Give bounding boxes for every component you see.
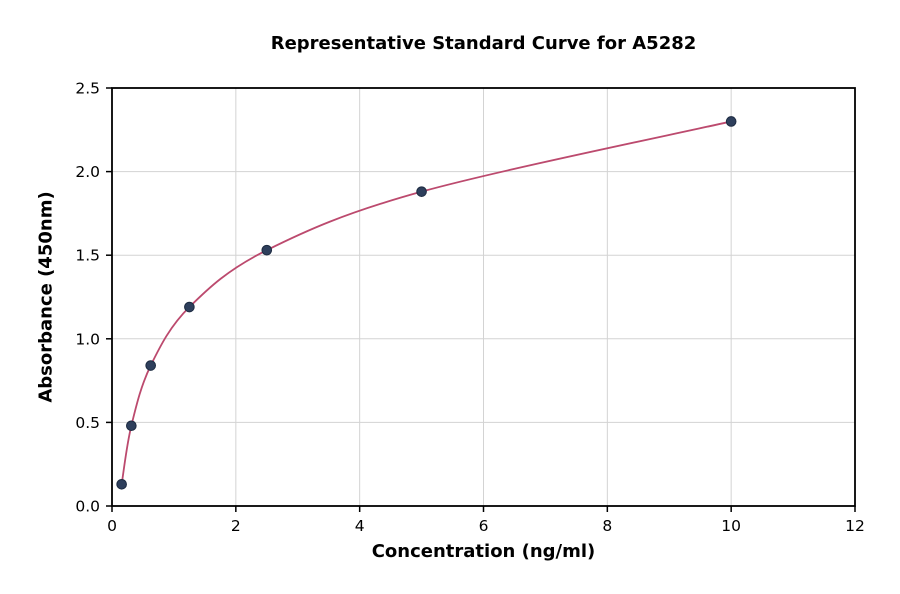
y-tick-label: 0.5 <box>75 414 100 432</box>
data-point <box>126 420 137 432</box>
x-tick-label: 10 <box>721 517 741 535</box>
data-point <box>184 301 195 313</box>
data-point <box>116 478 127 490</box>
y-tick-label: 2.5 <box>75 80 100 98</box>
x-tick-label: 2 <box>231 517 241 535</box>
y-tick-label: 1.5 <box>75 247 100 265</box>
x-axis-label: Concentration (ng/ml) <box>371 541 596 562</box>
data-point <box>261 244 273 256</box>
y-tick-label: 0.0 <box>75 498 100 516</box>
data-point <box>416 186 427 197</box>
fitted-curve <box>120 120 733 486</box>
x-tick-label: 4 <box>355 517 365 535</box>
data-point <box>145 360 156 371</box>
y-tick-label: 1.0 <box>75 330 100 348</box>
y-tick-label: 2.0 <box>75 163 100 181</box>
x-tick-label: 6 <box>479 517 489 535</box>
plot-frame <box>111 87 856 507</box>
chart-title: Representative Standard Curve for A5282 <box>270 33 697 54</box>
x-tick-label: 8 <box>602 517 612 535</box>
data-point <box>725 116 737 127</box>
x-tick-label: 0 <box>107 517 117 535</box>
x-tick-label: 12 <box>845 517 865 535</box>
